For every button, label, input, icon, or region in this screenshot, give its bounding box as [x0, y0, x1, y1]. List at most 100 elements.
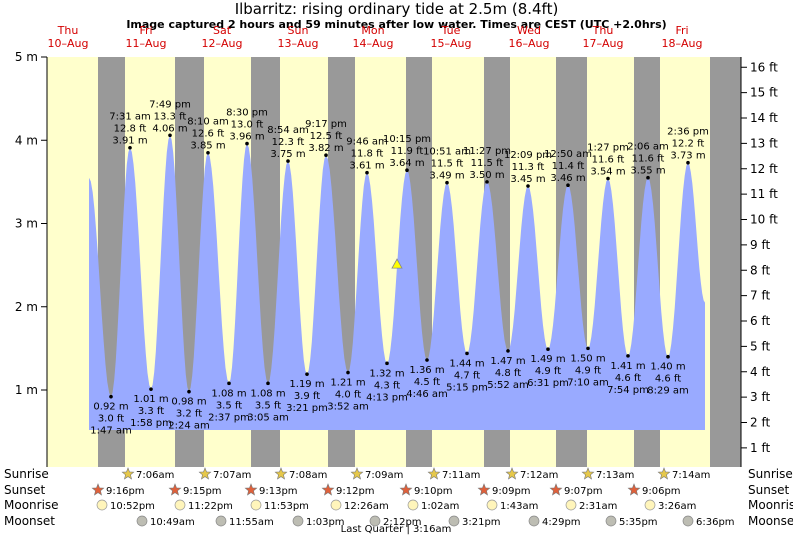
low-tide-metres: 1.36 m	[409, 365, 444, 376]
low-tide-time: 2:24 am	[168, 421, 210, 432]
low-tide-feet: 3.0 ft	[98, 414, 124, 425]
sunset-icon	[399, 483, 413, 496]
right-axis-tick-label: 5 ft	[750, 339, 770, 353]
sunset-time: 9:10pm	[414, 486, 453, 497]
right-axis-tick-label: 4 ft	[750, 365, 770, 379]
left-axis-tick-label: 4 m	[15, 133, 38, 147]
high-tide-point	[286, 159, 290, 163]
high-tide-feet: 13.0 ft	[231, 120, 264, 131]
high-tide-point	[566, 183, 570, 188]
sunset-time: 9:16pm	[106, 486, 145, 497]
high-tide-feet: 12.3 ft	[272, 137, 305, 148]
sunrise-icon	[121, 467, 135, 480]
moonset-icon	[369, 515, 381, 527]
high-tide-feet: 11.4 ft	[552, 161, 585, 172]
moonset-time: 11:55am	[229, 517, 274, 528]
moonset-time: 4:29pm	[542, 517, 581, 528]
moonrise-icon	[330, 499, 342, 511]
right-axis-tick-label: 2 ft	[750, 416, 770, 430]
low-tide-point	[666, 354, 670, 359]
moonrise-icon	[407, 499, 419, 511]
high-tide-feet: 11.6 ft	[632, 154, 665, 165]
moonset-time: 6:36pm	[696, 517, 735, 528]
day-date: 11–Aug	[126, 37, 167, 50]
high-tide-metres: 3.61 m	[349, 161, 384, 172]
sunrise-time: 7:08am	[289, 470, 327, 481]
high-tide-metres: 3.85 m	[190, 141, 225, 152]
high-tide-point	[686, 160, 690, 165]
sunset-time: 9:06pm	[642, 486, 681, 497]
sunrise-icon	[427, 467, 441, 480]
sunset-icon	[91, 483, 105, 496]
low-tide-time: 6:31 pm	[527, 378, 569, 389]
high-tide-feet: 12.8 ft	[114, 124, 147, 135]
high-tide-point	[606, 176, 610, 181]
low-tide-time: 1:58 pm	[130, 418, 172, 429]
low-tide-metres: 1.01 m	[133, 394, 168, 405]
high-tide-time: 2:36 pm	[667, 127, 709, 138]
low-tide-time: 4:46 am	[406, 389, 448, 400]
moonrise-time: 2:31am	[579, 501, 617, 512]
moonset-time: 1:03pm	[306, 517, 345, 528]
sunrise-icon	[581, 467, 595, 480]
moonrise-icon	[96, 499, 108, 511]
tide-curve	[89, 135, 705, 431]
low-tide-point	[187, 389, 191, 394]
low-tide-time: 5:52 am	[487, 380, 529, 391]
high-tide-time: 8:54 am	[267, 125, 309, 136]
high-tide-metres: 3.82 m	[308, 143, 343, 154]
sunrise-row-label-right: Sunrise	[748, 467, 793, 481]
day-name: Sat	[213, 24, 232, 37]
high-tide-metres: 4.06 m	[152, 123, 187, 134]
high-tide-time: 11:27 pm	[463, 146, 511, 157]
sunrise-icon	[657, 467, 671, 480]
right-axis-tick-label: 15 ft	[750, 86, 778, 100]
moonset-time: 2:12pm	[383, 517, 422, 528]
left-axis-tick-label: 3 m	[15, 217, 38, 231]
low-tide-feet: 3.5 ft	[216, 400, 242, 411]
sunrise-row-label-left: Sunrise	[4, 467, 49, 481]
sunset-time: 9:12pm	[336, 486, 375, 497]
low-tide-time: 2:37 pm	[208, 412, 250, 423]
high-tide-time: 8:10 am	[187, 117, 229, 128]
low-tide-point	[586, 346, 590, 351]
sunrise-time: 7:07am	[213, 470, 251, 481]
moonrise-time: 3:26am	[658, 501, 696, 512]
right-axis-tick-label: 6 ft	[750, 314, 770, 328]
right-axis-tick-label: 12 ft	[750, 162, 778, 176]
low-tide-time: 5:15 pm	[446, 382, 488, 393]
high-tide-time: 12:50 am	[544, 149, 592, 160]
low-tide-feet: 3.3 ft	[138, 406, 164, 417]
right-axis-tick-label: 1 ft	[750, 441, 770, 455]
moon-phase-label: Last Quarter | 3:16am	[341, 524, 452, 535]
sunrise-time: 7:09am	[365, 470, 403, 481]
right-axis-tick-label: 16 ft	[750, 60, 778, 74]
high-tide-metres: 3.75 m	[270, 149, 305, 160]
high-tide-metres: 3.96 m	[229, 132, 264, 143]
low-tide-metres: 1.21 m	[330, 378, 365, 389]
moonset-time: 5:35pm	[619, 517, 658, 528]
high-tide-metres: 3.49 m	[429, 171, 464, 182]
high-tide-metres: 3.55 m	[630, 166, 665, 177]
high-tide-point	[365, 170, 369, 175]
moonrise-icon	[250, 499, 262, 511]
moonrise-time: 11:53pm	[264, 501, 309, 512]
low-tide-feet: 4.7 ft	[454, 370, 480, 381]
sunset-row-label-left: Sunset	[4, 483, 45, 497]
right-axis-tick-label: 7 ft	[750, 289, 770, 303]
low-tide-feet: 4.9 ft	[535, 366, 561, 377]
high-tide-time: 12:09 pm	[504, 150, 552, 161]
sunrise-time: 7:13am	[596, 470, 634, 481]
high-tide-time: 7:31 am	[109, 112, 151, 123]
sunset-icon	[244, 483, 258, 496]
high-tide-metres: 3.50 m	[469, 170, 504, 181]
low-tide-metres: 1.19 m	[289, 379, 324, 390]
low-tide-point	[266, 381, 270, 386]
day-name: Wed	[517, 24, 541, 37]
sunset-icon	[477, 483, 491, 496]
moonset-icon	[215, 515, 227, 527]
low-tide-point	[626, 354, 630, 358]
day-name: Fri	[675, 24, 688, 37]
high-tide-time: 9:46 am	[346, 137, 388, 148]
low-tide-point	[506, 349, 510, 353]
